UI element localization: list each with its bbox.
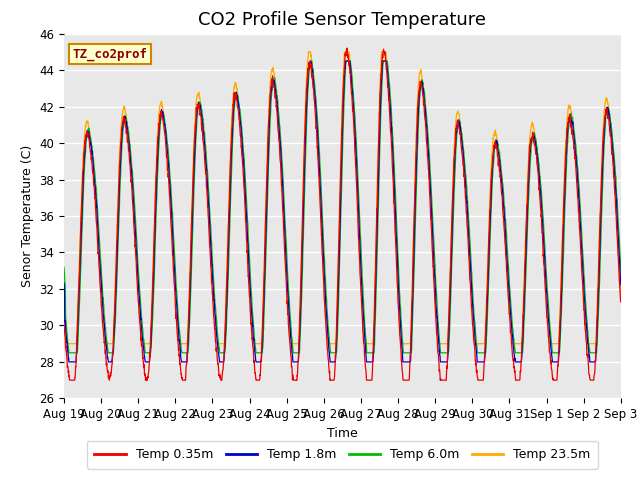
X-axis label: Time: Time xyxy=(327,427,358,440)
Y-axis label: Senor Temperature (C): Senor Temperature (C) xyxy=(20,145,34,287)
Title: CO2 Profile Sensor Temperature: CO2 Profile Sensor Temperature xyxy=(198,11,486,29)
Text: TZ_co2prof: TZ_co2prof xyxy=(72,48,147,60)
Legend: Temp 0.35m, Temp 1.8m, Temp 6.0m, Temp 23.5m: Temp 0.35m, Temp 1.8m, Temp 6.0m, Temp 2… xyxy=(87,441,598,469)
